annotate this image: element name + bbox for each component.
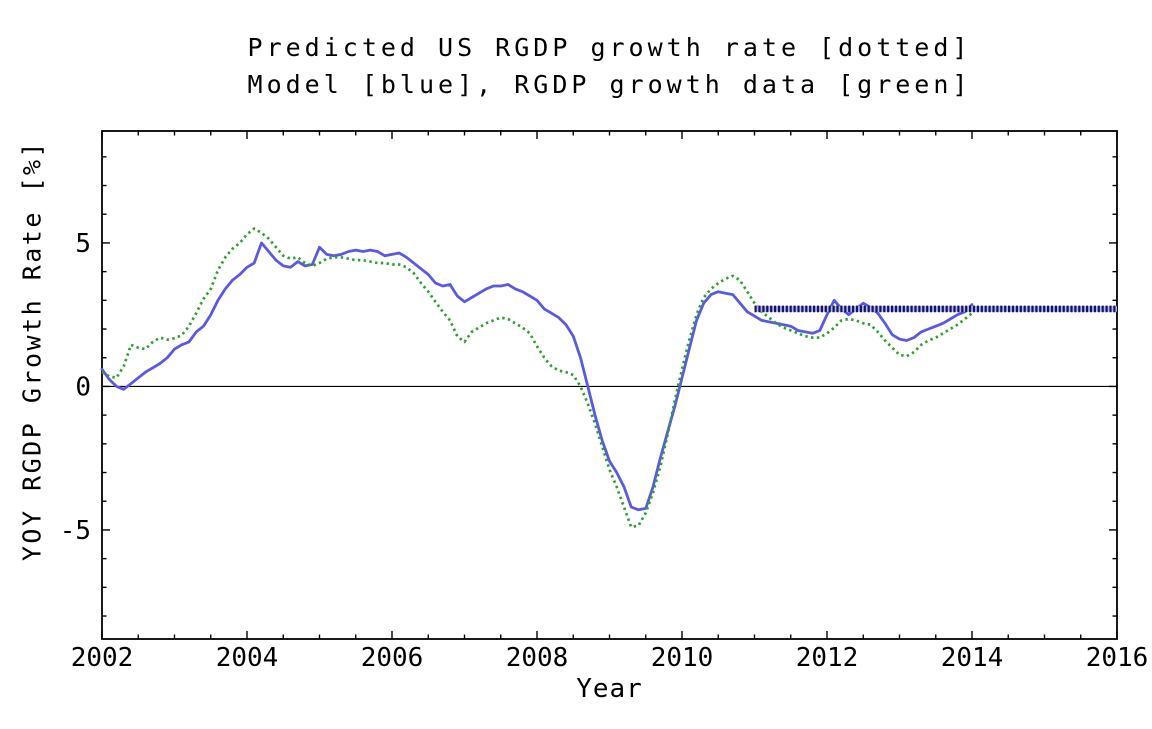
y-tick-label: -5	[60, 516, 91, 546]
rgdp-data-line	[101, 227, 973, 529]
x-tick-label: 2002	[71, 643, 134, 673]
plot-frame	[101, 130, 1118, 640]
x-tick-label: 2010	[651, 643, 714, 673]
chart-title-line-1: Predicted US RGDP growth rate [dotted]	[247, 33, 972, 62]
x-tick-label: 2008	[506, 643, 569, 673]
x-tick-label: 2006	[361, 643, 424, 673]
y-tick-label: 5	[75, 229, 91, 259]
x-axis-label: Year	[576, 674, 643, 704]
x-tick-label: 2014	[941, 643, 1004, 673]
x-tick-label: 2004	[216, 643, 279, 673]
model-line	[100, 241, 974, 512]
y-tick-label: 0	[75, 372, 91, 402]
x-tick-label: 2012	[796, 643, 859, 673]
x-tick-label: 2016	[1086, 643, 1149, 673]
chart-title-line-2: Model [blue], RGDP growth data [green]	[247, 70, 972, 99]
